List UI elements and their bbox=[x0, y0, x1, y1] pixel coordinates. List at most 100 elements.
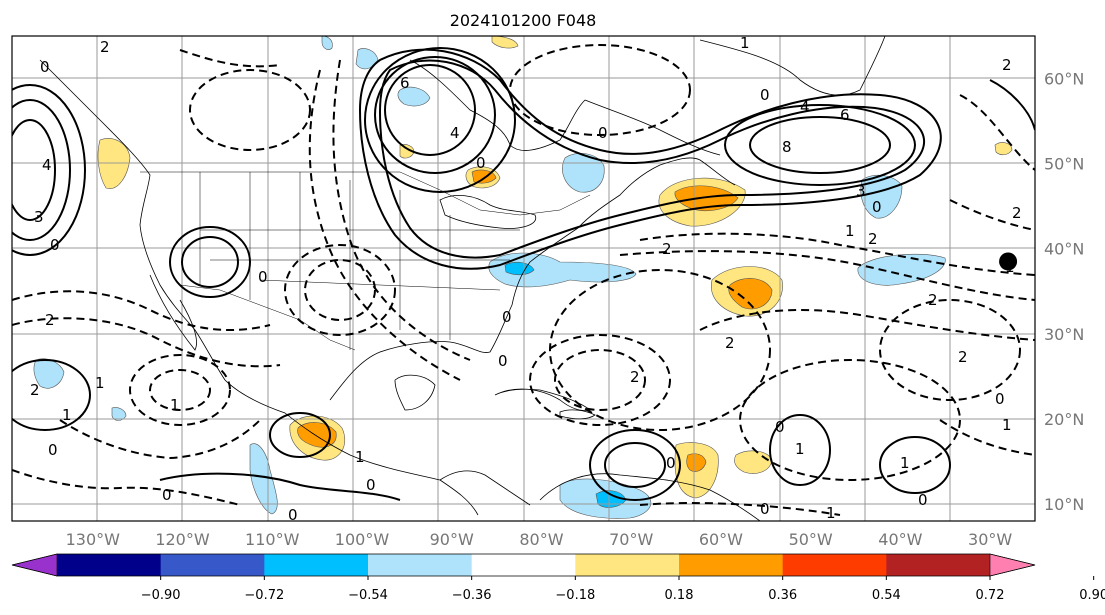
dashed-contour bbox=[639, 232, 1035, 276]
contour-label: 2 bbox=[630, 368, 640, 386]
longitude-tick-label: 40°W bbox=[878, 530, 922, 549]
contour-label: 2 bbox=[725, 334, 735, 352]
contour-label: 3 bbox=[34, 208, 44, 226]
colorbar-tick-label: 0.18 bbox=[665, 588, 694, 603]
dashed-ring bbox=[529, 334, 671, 426]
contour-ring bbox=[879, 436, 951, 494]
contour-ring bbox=[181, 236, 239, 288]
colorbar-tick-label: −0.72 bbox=[244, 588, 284, 603]
contour-label: 0 bbox=[258, 268, 268, 286]
contour-label: 0 bbox=[760, 500, 770, 518]
colorbar-segment bbox=[471, 554, 576, 576]
contour-label: 2 bbox=[30, 381, 40, 399]
dashed-contour bbox=[959, 94, 1035, 171]
contour-label: 1 bbox=[355, 448, 365, 466]
contour-label: 0 bbox=[476, 154, 486, 172]
negative-anomaly-patch bbox=[488, 252, 637, 288]
contour-label: 1 bbox=[62, 406, 72, 424]
central-america-coast bbox=[439, 470, 531, 506]
contour-label: 2 bbox=[958, 348, 968, 366]
dashed-ring bbox=[284, 244, 396, 336]
contour-label: 0 bbox=[50, 236, 60, 254]
contour-label: 0 bbox=[366, 476, 376, 494]
contour-label: 2 bbox=[1012, 204, 1022, 222]
contour-label: 2 bbox=[868, 230, 878, 248]
negative-anomaly-patch bbox=[249, 443, 278, 515]
latitude-tick-label: 20°N bbox=[1044, 410, 1084, 429]
colorbar-segment bbox=[886, 554, 991, 576]
contour-label: 1 bbox=[826, 504, 836, 522]
contour-ring bbox=[749, 116, 891, 174]
longitude-tick-label: 50°W bbox=[789, 530, 833, 549]
latitude-tick-label: 60°N bbox=[1044, 70, 1084, 89]
colorbar-tick-label: −0.54 bbox=[348, 588, 388, 603]
colorbar-tick-label: 0.36 bbox=[768, 588, 797, 603]
contour-label: 4 bbox=[42, 156, 52, 174]
contour-label: 0 bbox=[666, 454, 676, 472]
colorbar-outline bbox=[11, 553, 1036, 577]
dashed-ring bbox=[879, 299, 1021, 401]
contour-ring bbox=[169, 226, 251, 298]
eastern-ridge-contour bbox=[989, 79, 1035, 131]
dashed-ring bbox=[149, 369, 211, 411]
longitude-tick-label: 70°W bbox=[609, 530, 653, 549]
atlantic-coastline bbox=[511, 157, 736, 306]
dashed-ring bbox=[549, 269, 771, 431]
contour-label: 2 bbox=[45, 311, 55, 329]
yucatan-peninsula bbox=[394, 374, 436, 411]
strong-positive-anomaly-patch bbox=[686, 453, 707, 472]
map-content: 0 2 4 3 0 2 2 1 1 0 1 0 0 0 1 0 6 4 0 0 … bbox=[12, 34, 1035, 522]
location-marker bbox=[999, 252, 1018, 271]
dashed-ring bbox=[189, 69, 311, 151]
jet-contour bbox=[358, 48, 942, 270]
latitude-tick-label: 40°N bbox=[1044, 240, 1084, 259]
dashed-ring bbox=[554, 349, 646, 411]
contour-label: 0 bbox=[502, 308, 512, 326]
latitude-tick-label: 10°N bbox=[1044, 495, 1084, 514]
dashed-contour bbox=[12, 290, 271, 331]
colorbar-tick-label: 0.54 bbox=[872, 588, 901, 603]
contour-ring bbox=[604, 442, 666, 488]
great-lakes bbox=[439, 195, 537, 229]
contour-ring bbox=[12, 99, 71, 241]
colorbar-segment bbox=[368, 554, 473, 576]
contour-label: 1 bbox=[95, 374, 105, 392]
contour-label: 8 bbox=[782, 138, 792, 156]
contour-label: 1 bbox=[170, 396, 180, 414]
southern-contour bbox=[159, 472, 401, 501]
negative-anomaly-patch bbox=[857, 253, 946, 286]
contour-label: 1 bbox=[900, 454, 910, 472]
pacific-coastline bbox=[39, 59, 479, 516]
dashed-contour bbox=[619, 250, 1035, 301]
negative-anomaly-patch bbox=[321, 36, 333, 50]
contour-label: 4 bbox=[800, 98, 810, 116]
longitude-tick-label: 80°W bbox=[519, 530, 563, 549]
longitude-tick-label: 110°W bbox=[245, 530, 300, 549]
dashed-contour bbox=[939, 419, 1035, 456]
colorbar-tick-label: −0.18 bbox=[555, 588, 595, 603]
positive-anomaly-patch bbox=[97, 138, 131, 189]
contour-label: 1 bbox=[845, 222, 855, 240]
contour-label: 4 bbox=[450, 124, 460, 142]
contour-label: 2 bbox=[1002, 56, 1012, 74]
coastlines bbox=[39, 36, 886, 521]
moderate-negative-anomaly-patch bbox=[504, 261, 535, 276]
contour-label: 1 bbox=[795, 440, 805, 458]
longitude-labels: 130°W 120°W 110°W 100°W 90°W 80°W 70°W 60°W 50°W… bbox=[66, 530, 1013, 549]
contour-ring bbox=[724, 104, 916, 186]
dashed-contour bbox=[949, 199, 1035, 231]
strong-positive-anomaly-patch bbox=[728, 278, 773, 310]
longitude-tick-label: 120°W bbox=[155, 530, 210, 549]
dashed-ring bbox=[739, 359, 961, 481]
contour-ring bbox=[589, 429, 681, 501]
contour-ring bbox=[12, 359, 91, 431]
latitude-tick-label: 50°N bbox=[1044, 155, 1084, 174]
colorbar-labels: −0.90 −0.72 −0.54 −0.36 −0.18 0.18 0.36 0.54 0.7… bbox=[141, 576, 1105, 603]
negative-anomaly-patch bbox=[355, 48, 379, 70]
contour-ring bbox=[12, 84, 86, 256]
contour-label: 1 bbox=[740, 34, 750, 52]
dashed-contour bbox=[59, 419, 261, 460]
latitude-labels: 60°N 50°N 40°N 30°N 20°N 10°N bbox=[1044, 70, 1084, 514]
colorbar-extend-low bbox=[11, 553, 58, 577]
